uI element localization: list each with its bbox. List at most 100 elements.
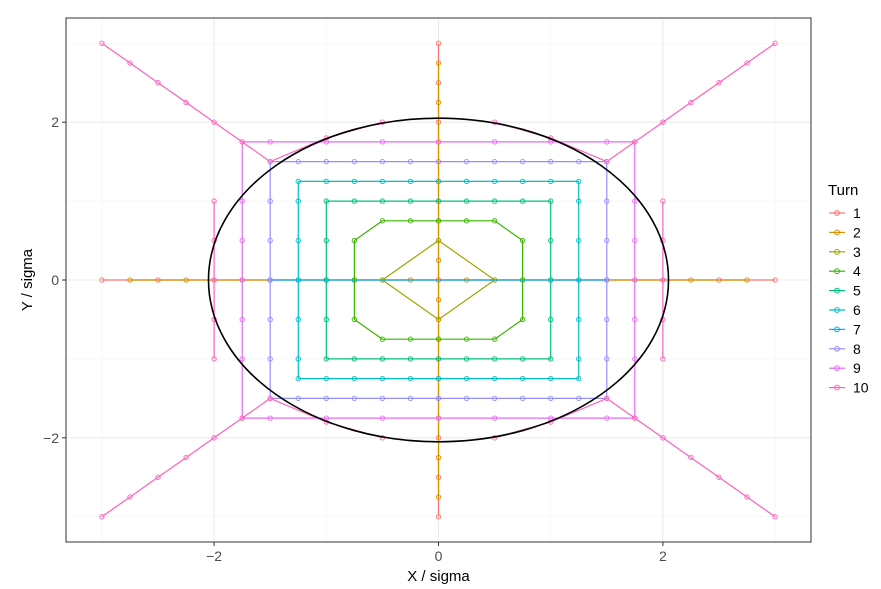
- data-point: [435, 237, 442, 244]
- legend-item: 9: [829, 360, 861, 376]
- data-point: [576, 395, 582, 402]
- data-point: [435, 514, 442, 520]
- series-lines: [99, 40, 778, 520]
- data-point: [491, 375, 498, 382]
- data-point: [99, 277, 105, 283]
- data-point: [744, 277, 750, 283]
- data-point: [267, 277, 273, 283]
- data-point: [239, 316, 245, 323]
- series-line: [241, 141, 636, 419]
- data-point: [576, 198, 582, 204]
- data-point: [183, 99, 189, 106]
- data-point: [351, 158, 358, 165]
- data-point: [239, 415, 245, 421]
- data-point: [632, 277, 638, 283]
- data-point: [660, 119, 666, 125]
- data-point: [323, 158, 329, 165]
- legend-key-point: [834, 345, 840, 352]
- data-point: [267, 158, 273, 165]
- data-point: [604, 158, 610, 165]
- data-point: [323, 139, 329, 145]
- data-point: [519, 158, 526, 165]
- data-point: [576, 237, 582, 244]
- data-point: [632, 415, 638, 421]
- data-point: [576, 375, 582, 382]
- data-point: [548, 395, 554, 402]
- data-point: [379, 395, 386, 402]
- data-point: [379, 198, 386, 204]
- data-point: [379, 375, 386, 382]
- data-point: [211, 277, 217, 283]
- y-tick-label: 2: [51, 114, 59, 130]
- legend-item: 10: [829, 380, 869, 396]
- data-point: [407, 375, 414, 382]
- legend-label: 3: [853, 244, 861, 260]
- data-point: [323, 198, 329, 204]
- data-point: [548, 198, 554, 204]
- data-point: [519, 375, 526, 382]
- legend-label: 1: [853, 205, 861, 221]
- data-point: [267, 415, 273, 421]
- data-point: [744, 494, 750, 500]
- series-line: [269, 161, 608, 399]
- data-point: [632, 316, 638, 323]
- data-point: [211, 435, 217, 441]
- data-point: [548, 415, 554, 421]
- data-point: [239, 277, 245, 283]
- data-point: [351, 375, 358, 382]
- x-axis-ticks: −2 0 2: [206, 542, 667, 564]
- data-point: [576, 158, 582, 165]
- data-point: [379, 336, 386, 342]
- data-point: [407, 198, 414, 204]
- data-point: [435, 178, 442, 185]
- data-point: [660, 277, 666, 283]
- x-tick-label: 2: [659, 548, 667, 564]
- data-point: [491, 158, 498, 165]
- series-line: [101, 42, 383, 163]
- legend-label: 5: [853, 283, 861, 299]
- data-point: [491, 139, 498, 145]
- data-point: [295, 375, 301, 382]
- data-point: [772, 514, 778, 520]
- y-axis-ticks: −2 0 2: [43, 114, 66, 446]
- data-point: [323, 237, 329, 244]
- data-point: [183, 454, 189, 461]
- data-point: [155, 80, 161, 86]
- data-point: [267, 237, 273, 244]
- data-point: [576, 178, 582, 185]
- data-point: [435, 198, 442, 204]
- x-tick-label: 0: [435, 548, 443, 564]
- data-point: [239, 237, 245, 244]
- legend-label: 7: [853, 321, 861, 337]
- data-point: [435, 139, 442, 145]
- legend-label: 2: [853, 224, 861, 240]
- legend-label: 8: [853, 341, 861, 357]
- legend-label: 10: [853, 380, 869, 396]
- data-point: [295, 395, 301, 402]
- data-point: [435, 158, 442, 165]
- data-point: [463, 336, 470, 342]
- data-point: [491, 178, 498, 185]
- data-point: [379, 356, 386, 362]
- data-point: [211, 198, 217, 204]
- data-point: [772, 277, 778, 283]
- x-axis-title: X / sigma: [407, 568, 470, 585]
- legend-label: 6: [853, 302, 861, 318]
- data-point: [295, 316, 301, 323]
- data-point: [323, 178, 329, 185]
- data-point: [772, 40, 778, 46]
- data-point: [379, 178, 386, 185]
- data-point: [519, 178, 526, 185]
- data-point: [183, 277, 189, 283]
- data-point: [604, 415, 610, 421]
- data-point: [295, 237, 301, 244]
- data-point: [548, 139, 554, 145]
- data-point: [688, 99, 694, 106]
- data-point: [744, 60, 750, 66]
- data-point: [576, 356, 582, 362]
- legend-key-point: [834, 365, 840, 372]
- data-point: [379, 218, 386, 224]
- ellipse-boundary: [207, 117, 670, 443]
- legend: Turn 1 2 3 4 5 6 7 8 9 10: [828, 182, 869, 396]
- data-point: [435, 375, 442, 382]
